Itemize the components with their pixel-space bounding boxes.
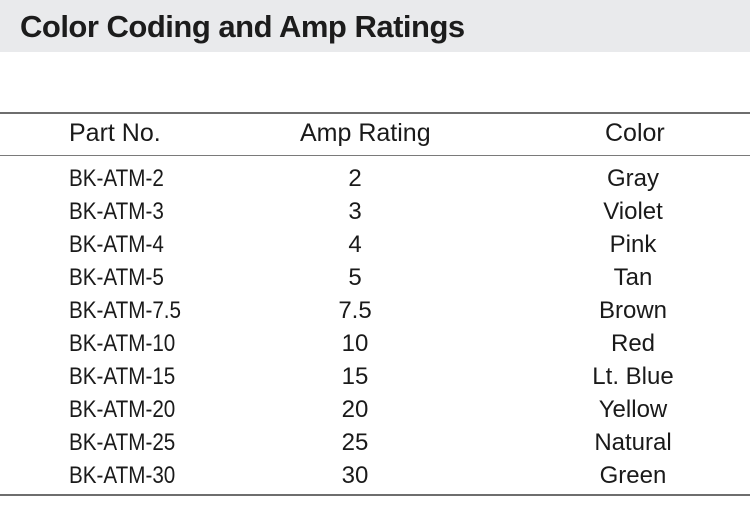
header-color: Color xyxy=(605,119,665,147)
table-row: BK-ATM-4 4 Pink xyxy=(0,231,750,264)
table-row: BK-ATM-5 5 Tan xyxy=(0,264,750,297)
table-row: BK-ATM-25 25 Natural xyxy=(0,429,750,462)
cell-part-no: BK-ATM-5 xyxy=(69,264,164,291)
cell-amp-rating: 10 xyxy=(341,330,369,357)
title-bar: Color Coding and Amp Ratings xyxy=(0,0,750,52)
cell-color: Yellow xyxy=(598,396,668,423)
cell-amp-rating: 20 xyxy=(341,396,369,423)
table-row: BK-ATM-20 20 Yellow xyxy=(0,396,750,429)
table-row: BK-ATM-10 10 Red xyxy=(0,330,750,363)
cell-amp-rating: 2 xyxy=(348,165,362,192)
table-row: BK-ATM-3 3 Violet xyxy=(0,198,750,231)
cell-color: Violet xyxy=(603,198,663,225)
cell-color: Brown xyxy=(598,297,668,324)
cell-color: Gray xyxy=(606,165,659,192)
cell-part-no: BK-ATM-30 xyxy=(69,462,176,489)
cell-part-no: BK-ATM-4 xyxy=(69,231,164,258)
table-top-rule xyxy=(0,112,750,114)
page-title: Color Coding and Amp Ratings xyxy=(20,9,465,44)
cell-color: Lt. Blue xyxy=(592,363,674,390)
header-part-no: Part No. xyxy=(69,119,161,147)
cell-part-no: BK-ATM-10 xyxy=(69,330,176,357)
cell-amp-rating: 15 xyxy=(341,363,369,390)
table-row: BK-ATM-15 15 Lt. Blue xyxy=(0,363,750,396)
table-row: BK-ATM-30 30 Green xyxy=(0,462,750,495)
cell-part-no: BK-ATM-2 xyxy=(69,165,164,192)
cell-part-no: BK-ATM-7.5 xyxy=(69,297,182,324)
cell-color: Tan xyxy=(613,264,653,291)
cell-amp-rating: 30 xyxy=(341,462,369,489)
cell-amp-rating: 3 xyxy=(348,198,362,225)
table-row: BK-ATM-7.5 7.5 Brown xyxy=(0,297,750,330)
cell-part-no: BK-ATM-3 xyxy=(69,198,164,225)
cell-amp-rating: 4 xyxy=(348,231,362,258)
table-row: BK-ATM-2 2 Gray xyxy=(0,165,750,198)
cell-part-no: BK-ATM-25 xyxy=(69,429,176,456)
cell-amp-rating: 5 xyxy=(348,264,362,291)
cell-part-no: BK-ATM-20 xyxy=(69,396,176,423)
cell-part-no: BK-ATM-15 xyxy=(69,363,176,390)
header-amp-rating: Amp Rating xyxy=(300,119,431,147)
table-bottom-rule xyxy=(0,494,750,496)
cell-amp-rating: 25 xyxy=(341,429,369,456)
cell-color: Natural xyxy=(594,429,672,456)
cell-color: Pink xyxy=(609,231,657,258)
cell-amp-rating: 7.5 xyxy=(338,297,372,324)
header-divider-rule xyxy=(0,155,750,156)
cell-color: Red xyxy=(610,330,656,357)
cell-color: Green xyxy=(599,462,667,489)
